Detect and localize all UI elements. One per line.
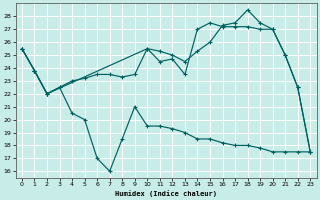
- X-axis label: Humidex (Indice chaleur): Humidex (Indice chaleur): [115, 190, 217, 197]
